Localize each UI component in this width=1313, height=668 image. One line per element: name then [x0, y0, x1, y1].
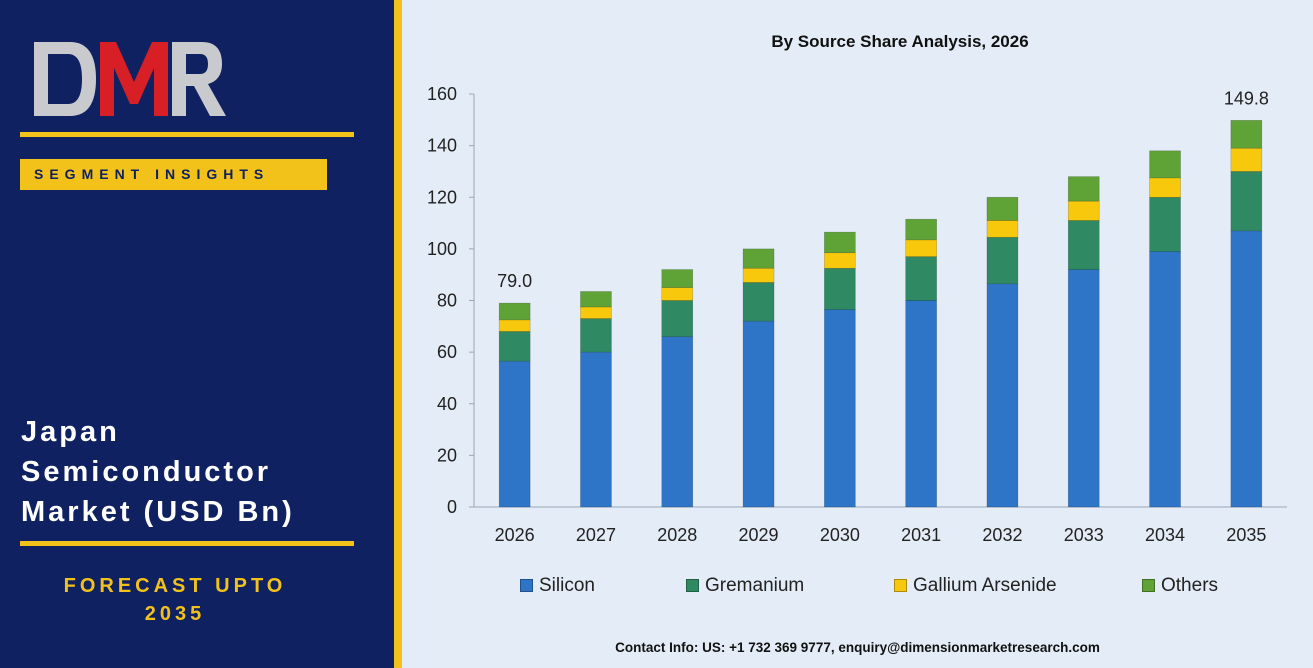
bar-segment-gremanium [580, 318, 612, 353]
bar-segment-gallium-arsenide [1067, 200, 1100, 221]
bar-segment-gremanium [986, 236, 1019, 285]
bar-segment-silicon [905, 300, 937, 508]
legend-item-others: Others [1142, 575, 1218, 597]
x-tick-label: 2026 [495, 525, 535, 545]
legend-label: Others [1161, 575, 1219, 596]
bar-segment-silicon [824, 309, 856, 508]
bar-segment-gallium-arsenide [661, 287, 694, 301]
bar-segment-others [1230, 120, 1263, 149]
bar-segment-gremanium [498, 331, 531, 362]
y-tick-label: 140 [427, 136, 457, 156]
bar-segment-gallium-arsenide [905, 239, 937, 257]
bar-segment-gremanium [1067, 220, 1100, 270]
legend-item-gremanium: Gremanium [686, 575, 804, 597]
bar-segment-others [742, 248, 775, 269]
bar-segment-others [986, 196, 1019, 221]
bar-segment-others [661, 269, 694, 288]
bar-segment-gallium-arsenide [1230, 147, 1263, 172]
x-tick-label: 2035 [1226, 525, 1266, 545]
y-tick-label: 40 [437, 394, 457, 414]
bar-segment-others [905, 218, 937, 241]
bar-segment-silicon [1149, 251, 1181, 508]
bar-segment-gremanium [1149, 196, 1181, 252]
top-gold-rule [20, 132, 354, 137]
y-tick-label: 120 [427, 187, 457, 207]
y-tick-label: 80 [437, 291, 457, 311]
x-tick-label: 2030 [820, 525, 860, 545]
dmr-logo [34, 42, 226, 116]
x-tick-label: 2034 [1145, 525, 1185, 545]
legend-swatch [1142, 579, 1155, 592]
bar-segment-gremanium [824, 267, 856, 310]
market-title: Japan Semiconductor Market (USD Bn) [21, 412, 295, 532]
forecast-line-2: 2035 [144, 603, 206, 625]
y-tick-label: 160 [427, 84, 457, 104]
x-tick-label: 2032 [982, 525, 1022, 545]
market-title-line-3: Market (USD Bn) [21, 496, 295, 528]
chart-title: By Source Share Analysis, 2026 [771, 32, 1029, 51]
bar-segment-others [1149, 150, 1181, 179]
bar-segment-gremanium [1230, 171, 1263, 232]
segment-insights-badge: SEGMENT INSIGHTS [20, 159, 327, 190]
bar-segment-silicon [661, 336, 694, 508]
legend-item-silicon: Silicon [520, 575, 595, 597]
x-tick-label: 2029 [739, 525, 779, 545]
dmr-logo-mark [34, 42, 226, 116]
bar-segment-gremanium [742, 282, 775, 322]
x-tick-label: 2033 [1064, 525, 1104, 545]
bar-segment-silicon [580, 351, 612, 508]
bottom-gold-rule [20, 541, 354, 546]
legend-swatch [686, 579, 699, 592]
bar-segment-silicon [1230, 230, 1263, 508]
contact-info: Contact Info: US: +1 732 369 9777, enqui… [615, 640, 1100, 655]
bar-segment-gallium-arsenide [1149, 177, 1181, 198]
forecast-text: FORECAST UPTO 2035 [20, 572, 330, 628]
gold-divider [394, 0, 402, 668]
x-tick-label: 2028 [657, 525, 697, 545]
left-panel: SEGMENT INSIGHTS Japan Semiconductor Mar… [0, 0, 394, 668]
x-tick-label: 2027 [576, 525, 616, 545]
y-tick-label: 0 [447, 497, 457, 517]
market-title-line-1: Japan [21, 416, 120, 448]
x-tick-label: 2031 [901, 525, 941, 545]
y-tick-label: 100 [427, 239, 457, 259]
legend-swatch [894, 579, 907, 592]
legend-label: Silicon [539, 575, 595, 596]
legend-swatch [520, 579, 533, 592]
bar-segment-gallium-arsenide [824, 252, 856, 269]
legend-label: Gallium Arsenide [913, 575, 1057, 596]
data-label: 149.8 [1224, 88, 1269, 108]
legend-label: Gremanium [705, 575, 805, 596]
bar-segment-gremanium [905, 256, 937, 301]
stacked-bar-chart: 0 20 40 60 80 100 120 140 160 2026 79.0 2027 2028 202… [427, 84, 1287, 545]
bar-segment-gallium-arsenide [580, 306, 612, 319]
bar-segment-silicon [986, 283, 1019, 508]
chart-legend: Silicon Gremanium Gallium Arsenide Others [520, 575, 1280, 597]
bar-segment-gallium-arsenide [986, 220, 1019, 238]
data-label: 79.0 [497, 271, 532, 291]
y-tick-label: 20 [437, 445, 457, 465]
bar-segment-silicon [498, 360, 531, 508]
bar-segment-gremanium [661, 300, 694, 337]
y-tick-label: 60 [437, 342, 457, 362]
legend-item-gallium-arsenide: Gallium Arsenide [894, 575, 1057, 597]
bar-segment-others [824, 231, 856, 254]
bar-segment-silicon [742, 320, 775, 508]
bar-segment-gallium-arsenide [498, 319, 531, 332]
bar-segment-gallium-arsenide [742, 267, 775, 283]
forecast-line-1: FORECAST UPTO [63, 575, 287, 597]
bar-segment-others [1067, 176, 1100, 202]
bar-segment-others [498, 302, 531, 321]
bar-segment-others [580, 291, 612, 308]
bar-segment-silicon [1067, 269, 1100, 508]
market-title-line-2: Semiconductor [21, 456, 272, 488]
